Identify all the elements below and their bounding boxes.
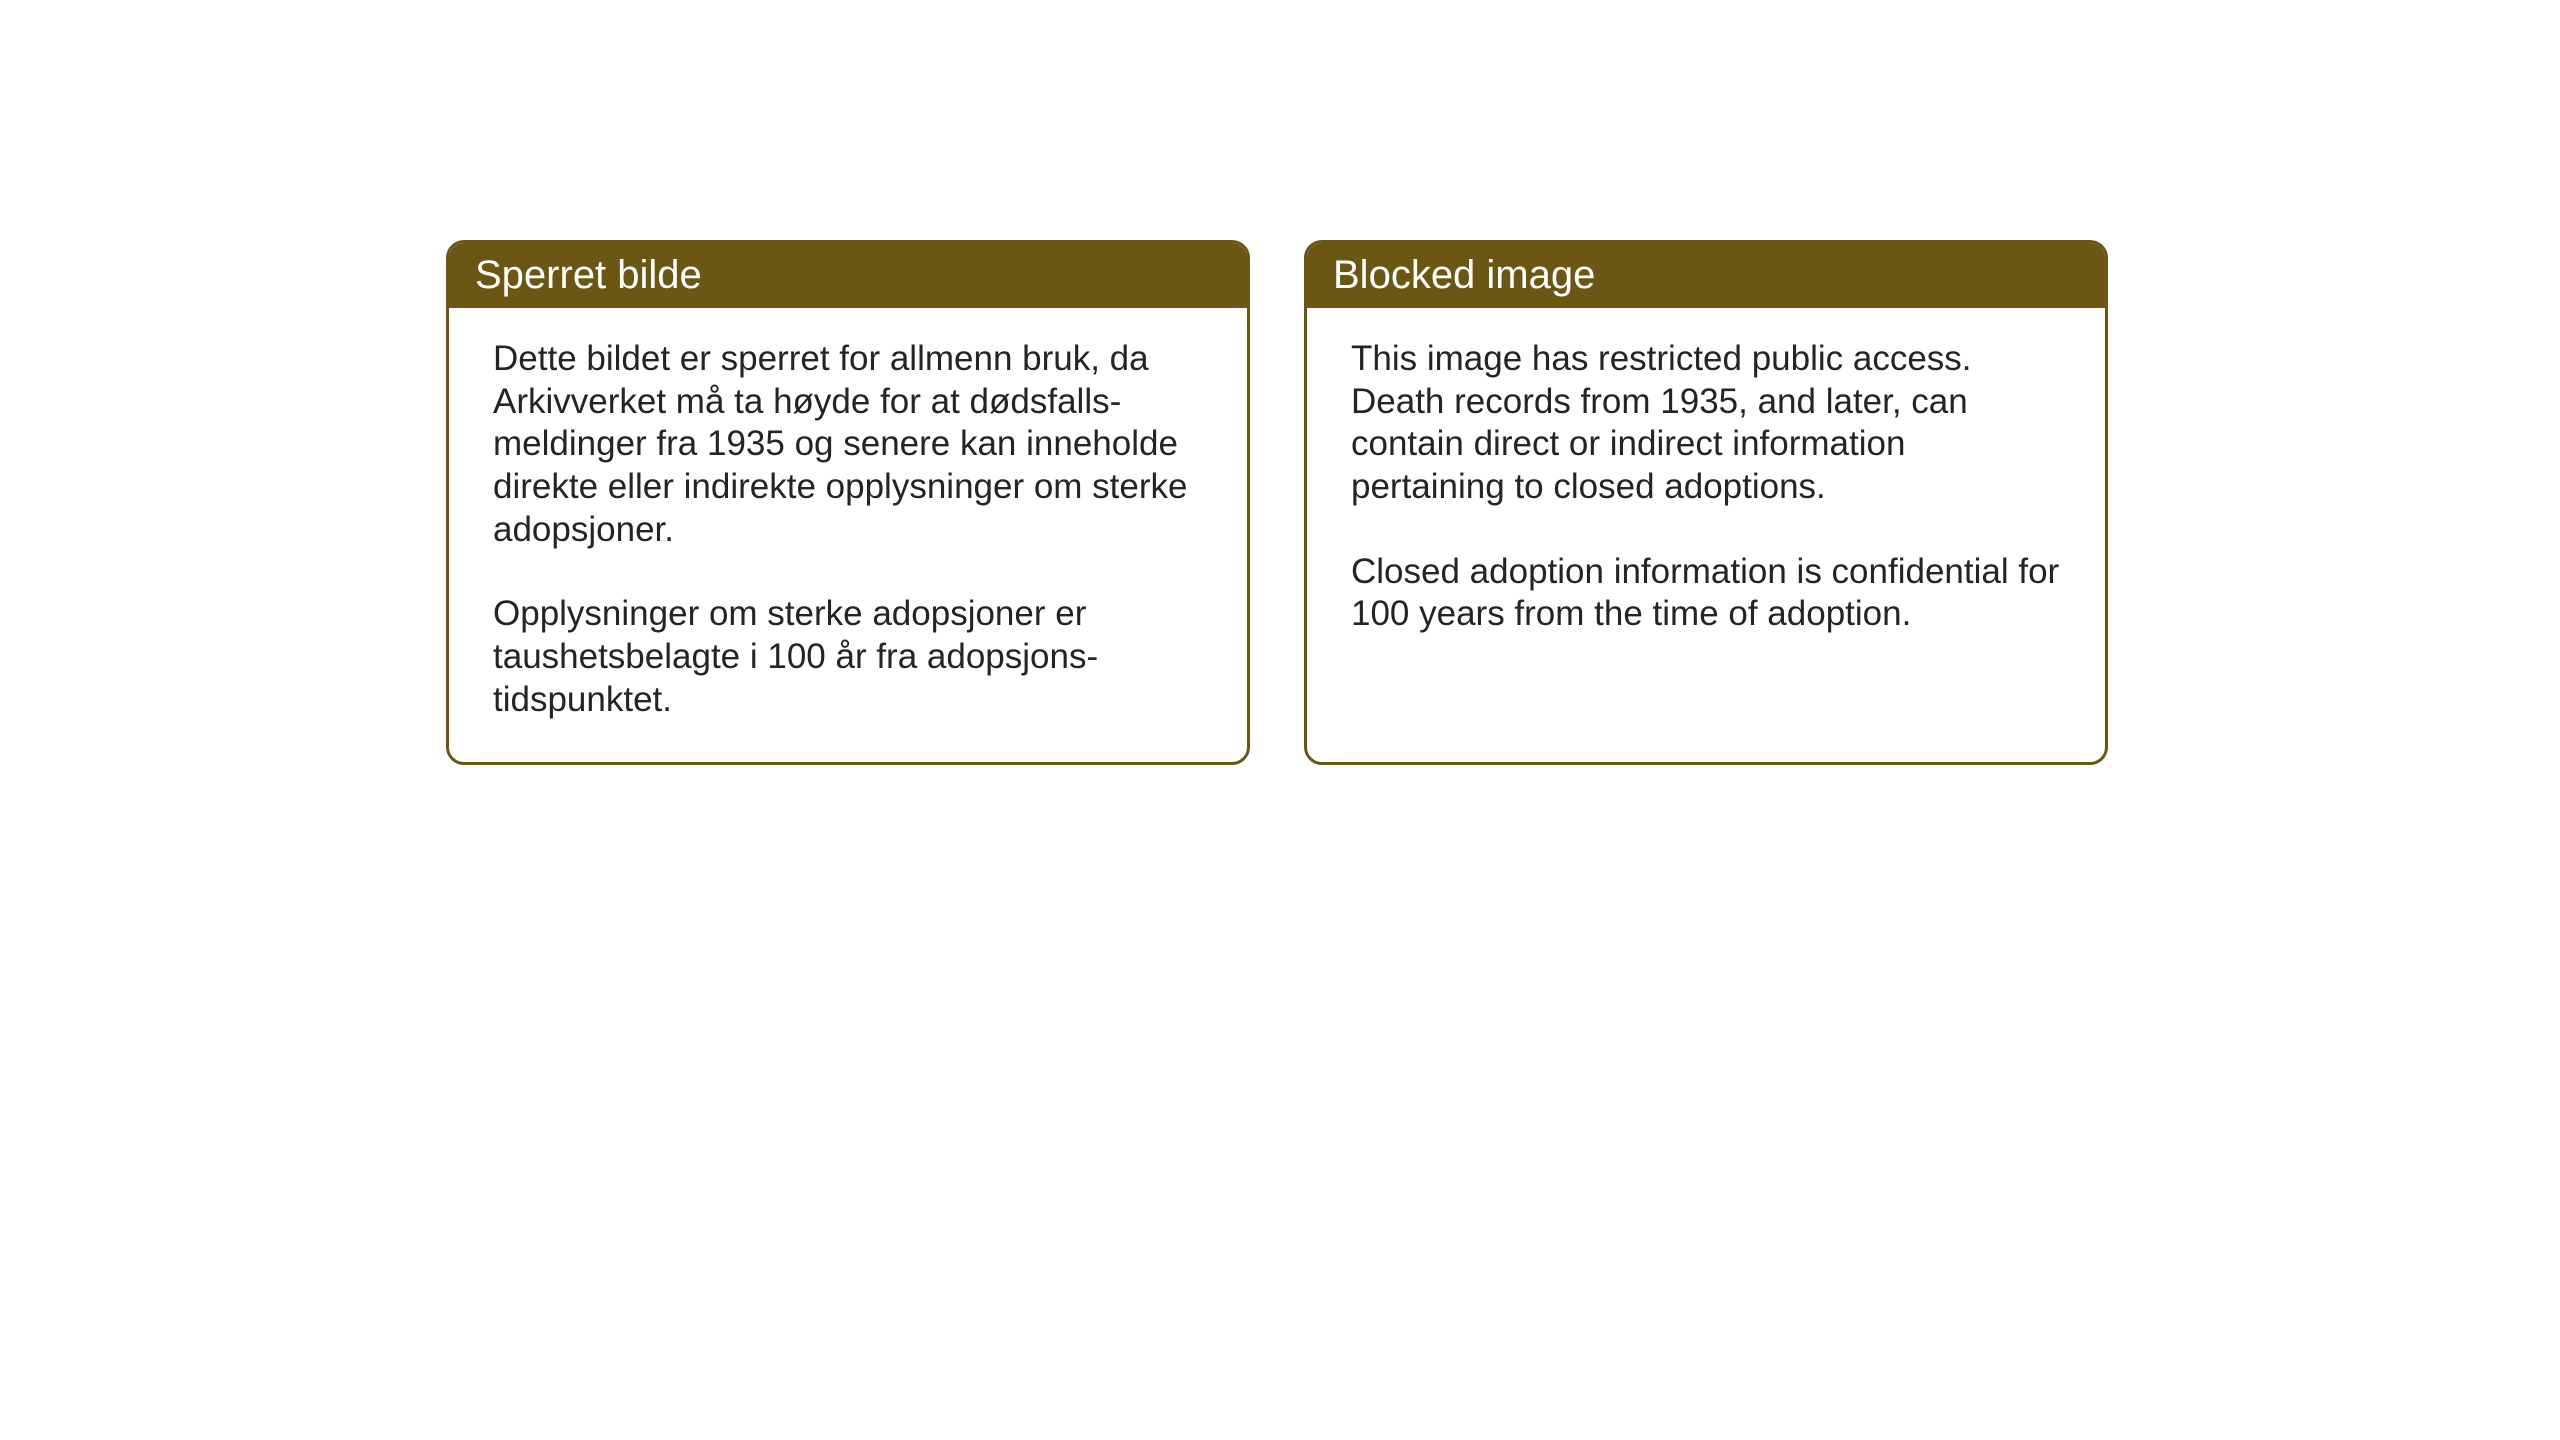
english-paragraph-2: Closed adoption information is confident… bbox=[1351, 551, 2061, 636]
norwegian-card-body: Dette bildet er sperret for allmenn bruk… bbox=[449, 308, 1247, 762]
cards-container: Sperret bilde Dette bildet er sperret fo… bbox=[446, 240, 2108, 765]
norwegian-card: Sperret bilde Dette bildet er sperret fo… bbox=[446, 240, 1250, 765]
english-card-header: Blocked image bbox=[1307, 243, 2105, 308]
english-card: Blocked image This image has restricted … bbox=[1304, 240, 2108, 765]
norwegian-paragraph-2: Opplysninger om sterke adopsjoner er tau… bbox=[493, 593, 1203, 721]
norwegian-card-header: Sperret bilde bbox=[449, 243, 1247, 308]
english-paragraph-1: This image has restricted public access.… bbox=[1351, 338, 2061, 509]
english-card-title: Blocked image bbox=[1333, 253, 1595, 297]
norwegian-paragraph-1: Dette bildet er sperret for allmenn bruk… bbox=[493, 338, 1203, 551]
norwegian-card-title: Sperret bilde bbox=[475, 253, 702, 297]
english-card-body: This image has restricted public access.… bbox=[1307, 308, 2105, 676]
